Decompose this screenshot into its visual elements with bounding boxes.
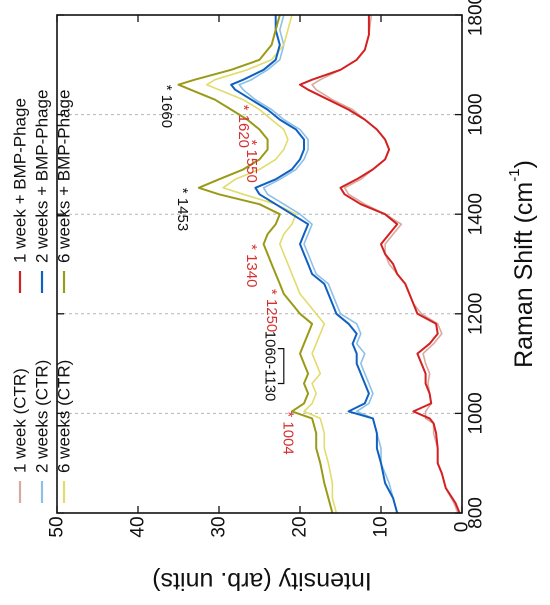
- y-tick-label: 20: [290, 516, 311, 537]
- x-tick-label: 1400: [466, 193, 487, 235]
- legend-label: 2 weeks + BMP-Phage: [33, 90, 52, 263]
- legend-label: 1 week (CTR): [11, 368, 30, 473]
- y-tick-label: 10: [371, 516, 392, 537]
- series-line-4: [299, 15, 461, 514]
- x-tick-label: 1000: [466, 392, 487, 434]
- peak-label: * 1620: [235, 105, 252, 148]
- series-line-2: [238, 14, 398, 514]
- x-tick-label: 1800: [466, 0, 487, 36]
- legend-label: 6 weeks + BMP-Phage: [55, 90, 74, 263]
- range-label: 1060-1130: [261, 331, 278, 402]
- y-tick-label: 50: [47, 516, 68, 537]
- legend: 1 week (CTR) 2 weeks (CTR) 6 weeks (CTR) 1 …: [11, 90, 74, 503]
- axis-ticks: 800 1000 1200 1400 1600 1800 0 10 20 30 40 50: [47, 0, 487, 538]
- legend-label: 2 weeks (CTR): [33, 360, 52, 473]
- y-tick-label: 0: [452, 522, 473, 533]
- series-layer: [177, 14, 461, 514]
- peak-annotations: * 1004 * 1250* 1340 * 1453 * 1550* 1620 * 16…: [158, 85, 297, 455]
- peak-label: * 1004: [279, 411, 296, 454]
- peak-label: * 1660: [158, 85, 175, 128]
- peak-label: * 1453: [174, 188, 191, 231]
- series-line-6: [177, 14, 334, 514]
- y-tick-label: 30: [209, 516, 230, 537]
- series-line-3: [206, 14, 338, 514]
- x-tick-label: 1200: [466, 293, 487, 335]
- plot-frame: [56, 14, 463, 514]
- range-bracket: [277, 348, 285, 385]
- x-tick-label: 1600: [466, 93, 487, 135]
- peak-label: * 1340: [243, 244, 260, 287]
- x-tick-label: 800: [466, 497, 487, 529]
- dashed-gridlines: [57, 114, 462, 414]
- series-line-5: [230, 15, 399, 514]
- x-axis-title: Raman Shift (cm-1): [506, 160, 539, 368]
- y-tick-label: 40: [128, 516, 149, 537]
- legend-label: 1 week + BMP-Phage: [11, 98, 30, 263]
- legend-label: 6 weeks (CTR): [55, 360, 74, 473]
- peak-label: * 1250: [263, 289, 280, 332]
- y-axis-title: Intensity (arb. units): [152, 567, 372, 595]
- peak-label: * 1550: [243, 140, 260, 183]
